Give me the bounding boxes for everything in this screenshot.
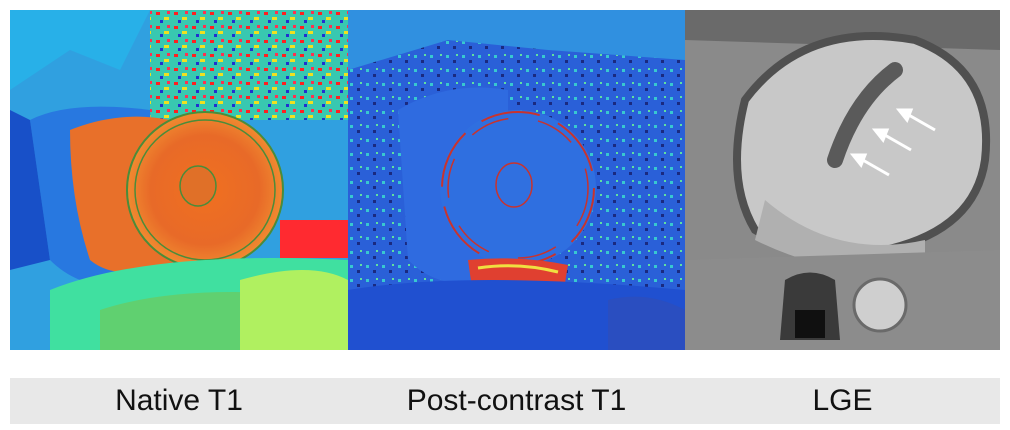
native-t1-image xyxy=(10,10,348,350)
native-t1-label: Native T1 xyxy=(115,384,243,417)
post-contrast-t1-label: Post-contrast T1 xyxy=(406,384,627,417)
lge-label: LGE xyxy=(812,384,873,417)
caption-bar: Native T1 Post-contrast T1 LGE xyxy=(10,378,1000,424)
lge-image xyxy=(685,10,1000,350)
lge-arrows xyxy=(849,108,936,177)
post-contrast-t1-image xyxy=(348,10,685,350)
